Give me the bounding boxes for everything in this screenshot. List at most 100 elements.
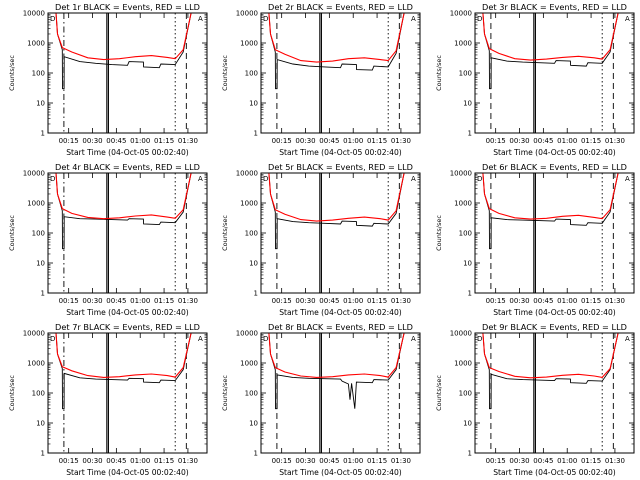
x-tick-label: 01:30 xyxy=(178,137,198,145)
corner-mark-right: A xyxy=(411,15,416,23)
corner-mark-right: A xyxy=(625,175,630,183)
x-tick-label: 01:00 xyxy=(343,457,363,465)
x-tick-label: 01:15 xyxy=(154,457,174,465)
panel-title: Det 1r BLACK = Events, RED = LLD xyxy=(55,2,200,12)
x-axis-label: Start Time (04-Oct-05 00:02:40) xyxy=(279,468,402,477)
events-series-line xyxy=(48,333,207,410)
corner-mark-left: D xyxy=(263,15,268,23)
x-tick-label: 01:30 xyxy=(391,297,411,305)
y-axis-label: Counts/sec xyxy=(8,55,16,91)
plot-frame xyxy=(474,332,635,454)
panel-7: Det 7r BLACK = Events, RED = LLD Counts/s… xyxy=(8,322,208,477)
y-tick-label: 1 xyxy=(41,290,45,298)
x-tick-label: 00:30 xyxy=(82,297,102,305)
y-tick-label: 1000 xyxy=(240,40,258,48)
events-series-line xyxy=(48,173,207,250)
y-tick-label: 10 xyxy=(36,420,45,428)
y-tick-label: 10 xyxy=(36,100,45,108)
x-tick-label: 00:45 xyxy=(106,137,126,145)
lld-series-line xyxy=(261,333,420,378)
y-tick-label: 10000 xyxy=(236,10,258,18)
corner-mark-right: A xyxy=(411,335,416,343)
x-tick-label: 00:45 xyxy=(533,297,553,305)
x-tick-label: 01:30 xyxy=(605,137,625,145)
corner-mark-right: A xyxy=(625,335,630,343)
x-tick-label: 01:00 xyxy=(557,297,577,305)
corner-mark-left: D xyxy=(50,15,55,23)
y-tick-label: 1000 xyxy=(454,360,472,368)
x-tick-label: 00:30 xyxy=(295,457,315,465)
panel-8: Det 8r BLACK = Events, RED = LLD Counts/s… xyxy=(221,322,421,477)
x-tick-label: 01:00 xyxy=(130,137,150,145)
corner-mark-right: A xyxy=(198,175,203,183)
x-tick-label: 00:30 xyxy=(509,297,529,305)
x-tick-label: 01:15 xyxy=(367,137,387,145)
y-tick-label: 1 xyxy=(41,450,45,458)
corner-mark-left: D xyxy=(477,175,482,183)
y-tick-label: 1 xyxy=(254,130,258,138)
panel-title: Det 5r BLACK = Events, RED = LLD xyxy=(268,162,413,172)
lld-series-line xyxy=(475,13,634,61)
corner-mark-left: D xyxy=(477,335,482,343)
x-tick-label: 01:15 xyxy=(367,297,387,305)
events-series-line xyxy=(475,13,634,90)
x-tick-label: 01:00 xyxy=(343,297,363,305)
plot-frame xyxy=(474,12,635,134)
y-tick-label: 1000 xyxy=(27,40,45,48)
y-tick-label: 1000 xyxy=(27,360,45,368)
y-tick-label: 10 xyxy=(36,260,45,268)
x-tick-label: 01:00 xyxy=(557,137,577,145)
y-tick-label: 100 xyxy=(245,230,258,238)
y-axis-label: Counts/sec xyxy=(221,55,229,91)
x-axis-label: Start Time (04-Oct-05 00:02:40) xyxy=(66,468,189,477)
y-axis-label: Counts/sec xyxy=(435,215,443,251)
x-tick-label: 00:15 xyxy=(272,457,292,465)
x-tick-label: 01:15 xyxy=(367,457,387,465)
x-tick-label: 00:15 xyxy=(59,297,79,305)
corner-mark-right: A xyxy=(198,15,203,23)
x-tick-label: 00:30 xyxy=(82,137,102,145)
y-tick-label: 100 xyxy=(459,230,472,238)
panel-title: Det 4r BLACK = Events, RED = LLD xyxy=(55,162,200,172)
x-tick-label: 00:30 xyxy=(509,457,529,465)
y-axis-label: Counts/sec xyxy=(435,375,443,411)
x-tick-label: 00:15 xyxy=(272,137,292,145)
corner-mark-right: A xyxy=(411,175,416,183)
panel-title: Det 3r BLACK = Events, RED = LLD xyxy=(482,2,627,12)
y-tick-label: 100 xyxy=(459,390,472,398)
x-tick-label: 01:30 xyxy=(391,457,411,465)
y-tick-label: 10000 xyxy=(23,170,45,178)
events-series-line xyxy=(475,333,634,410)
panel-title: Det 2r BLACK = Events, RED = LLD xyxy=(268,2,413,12)
y-tick-label: 1 xyxy=(254,290,258,298)
y-tick-label: 1 xyxy=(468,450,472,458)
y-tick-label: 10000 xyxy=(236,170,258,178)
y-tick-label: 10000 xyxy=(236,330,258,338)
events-series-line xyxy=(48,13,207,90)
y-tick-label: 10 xyxy=(463,420,472,428)
panel-5: Det 5r BLACK = Events, RED = LLD Counts/s… xyxy=(221,162,421,317)
x-tick-label: 01:15 xyxy=(581,297,601,305)
x-axis-label: Start Time (04-Oct-05 00:02:40) xyxy=(66,308,189,317)
y-tick-label: 100 xyxy=(32,70,45,78)
x-tick-label: 01:30 xyxy=(605,297,625,305)
x-tick-label: 01:00 xyxy=(343,137,363,145)
x-axis-label: Start Time (04-Oct-05 00:02:40) xyxy=(279,148,402,157)
lld-series-line xyxy=(48,13,207,61)
x-tick-label: 01:00 xyxy=(557,457,577,465)
x-tick-label: 01:15 xyxy=(581,137,601,145)
x-axis-label: Start Time (04-Oct-05 00:02:40) xyxy=(493,308,616,317)
x-tick-label: 00:30 xyxy=(295,297,315,305)
x-tick-label: 01:15 xyxy=(154,137,174,145)
y-tick-label: 100 xyxy=(245,390,258,398)
y-tick-label: 10000 xyxy=(450,170,472,178)
x-tick-label: 00:15 xyxy=(486,137,506,145)
corner-mark-left: D xyxy=(263,335,268,343)
y-tick-label: 1000 xyxy=(240,360,258,368)
x-axis-label: Start Time (04-Oct-05 00:02:40) xyxy=(493,468,616,477)
x-tick-label: 01:15 xyxy=(581,457,601,465)
corner-mark-right: A xyxy=(198,335,203,343)
y-tick-label: 1000 xyxy=(27,200,45,208)
y-tick-label: 1 xyxy=(468,130,472,138)
